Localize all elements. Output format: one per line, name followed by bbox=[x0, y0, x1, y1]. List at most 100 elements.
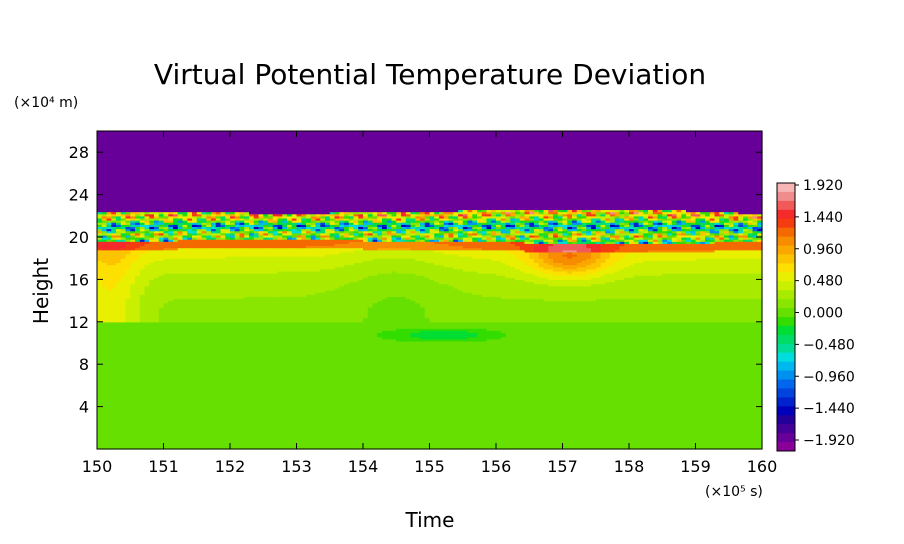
heatmap-cell bbox=[724, 425, 730, 429]
heatmap-cell bbox=[405, 410, 412, 414]
heatmap-cell bbox=[415, 419, 421, 423]
heatmap-cell bbox=[681, 402, 687, 406]
heatmap-cell bbox=[553, 408, 559, 412]
heatmap-cell bbox=[652, 400, 659, 403]
heatmap-cell bbox=[562, 412, 568, 416]
heatmap-cell bbox=[662, 417, 668, 420]
heatmap-cell bbox=[101, 432, 108, 435]
heatmap-cell bbox=[614, 429, 621, 433]
heatmap-cell bbox=[695, 402, 701, 406]
heatmap-cell bbox=[695, 410, 701, 414]
heatmap-cell bbox=[643, 415, 649, 418]
heatmap-cell bbox=[667, 425, 673, 429]
heatmap-cell bbox=[296, 406, 302, 410]
heatmap-cell bbox=[709, 406, 716, 410]
heatmap-cell bbox=[709, 429, 716, 433]
heatmap-cell bbox=[367, 429, 374, 433]
heatmap-cell bbox=[196, 419, 203, 423]
heatmap-cell bbox=[610, 425, 616, 429]
heatmap-cell bbox=[396, 440, 402, 444]
heatmap-cell bbox=[462, 444, 469, 448]
heatmap-cell bbox=[733, 429, 739, 433]
heatmap-cell bbox=[287, 446, 293, 450]
heatmap-cell bbox=[139, 429, 146, 433]
heatmap-cell bbox=[358, 436, 364, 439]
heatmap-cell bbox=[173, 398, 179, 401]
heatmap-cell bbox=[752, 412, 758, 416]
heatmap-cell bbox=[125, 400, 131, 403]
heatmap-cell bbox=[249, 412, 255, 416]
heatmap-cell bbox=[382, 425, 388, 429]
heatmap-cell bbox=[486, 398, 492, 401]
heatmap-cell bbox=[467, 436, 473, 439]
heatmap-cell bbox=[363, 421, 369, 425]
heatmap-cell bbox=[405, 444, 412, 448]
heatmap-cell bbox=[648, 423, 654, 427]
heatmap-cell bbox=[363, 446, 369, 450]
heatmap-cell bbox=[662, 442, 668, 446]
heatmap-cell bbox=[515, 398, 521, 401]
heatmap-cell bbox=[277, 438, 283, 442]
heatmap-cell bbox=[116, 432, 122, 435]
heatmap-cell bbox=[500, 423, 507, 427]
heatmap-cell bbox=[567, 446, 573, 450]
heatmap-cell bbox=[211, 402, 217, 406]
heatmap-cell bbox=[434, 446, 440, 450]
heatmap-cell bbox=[486, 419, 492, 423]
heatmap-cell bbox=[747, 434, 754, 437]
heatmap-cell bbox=[101, 438, 108, 442]
heatmap-cell bbox=[187, 396, 193, 399]
heatmap-cell bbox=[572, 412, 578, 416]
heatmap-cell bbox=[258, 408, 264, 412]
heatmap-cell bbox=[258, 423, 264, 427]
heatmap-cell bbox=[192, 440, 198, 444]
heatmap-cell bbox=[306, 396, 312, 399]
heatmap-cell bbox=[182, 440, 188, 444]
heatmap-cell bbox=[249, 421, 255, 425]
heatmap-cell bbox=[610, 400, 616, 403]
heatmap-cell bbox=[676, 442, 682, 446]
heatmap-cell bbox=[329, 442, 336, 446]
heatmap-cell bbox=[382, 417, 388, 420]
heatmap-cell bbox=[420, 412, 426, 416]
heatmap-cell bbox=[562, 429, 568, 433]
heatmap-cell bbox=[448, 442, 454, 446]
heatmap-cell bbox=[116, 421, 122, 425]
heatmap-cell bbox=[111, 410, 117, 414]
heatmap-cell bbox=[429, 417, 435, 420]
heatmap-cell bbox=[239, 408, 245, 412]
heatmap-cell bbox=[486, 408, 492, 412]
heatmap-cell bbox=[667, 398, 673, 401]
heatmap-cell bbox=[657, 434, 663, 437]
heatmap-cell bbox=[234, 410, 241, 414]
heatmap-cell bbox=[676, 444, 682, 448]
heatmap-cell bbox=[453, 406, 459, 410]
heatmap-cell bbox=[277, 396, 283, 399]
heatmap-cell bbox=[638, 406, 644, 410]
heatmap-cell bbox=[120, 408, 127, 412]
heatmap-cell bbox=[163, 400, 169, 403]
heatmap-cell bbox=[690, 421, 697, 425]
heatmap-cell bbox=[258, 429, 264, 433]
heatmap-cell bbox=[667, 434, 673, 437]
heatmap-cell bbox=[728, 402, 735, 406]
heatmap-cell bbox=[196, 396, 203, 399]
heatmap-cell bbox=[187, 421, 193, 425]
heatmap-cell bbox=[700, 398, 706, 401]
heatmap-cell bbox=[557, 408, 564, 412]
heatmap-cell bbox=[714, 423, 720, 427]
heatmap-cell bbox=[543, 419, 549, 423]
heatmap-cell bbox=[572, 432, 578, 435]
heatmap-cell bbox=[144, 404, 150, 408]
heatmap-cell bbox=[334, 446, 340, 450]
heatmap-cell bbox=[595, 419, 602, 423]
heatmap-cell bbox=[139, 442, 146, 446]
heatmap-cell bbox=[249, 408, 255, 412]
heatmap-cell bbox=[348, 434, 355, 437]
heatmap-cell bbox=[301, 442, 307, 446]
heatmap-cell bbox=[605, 429, 611, 433]
heatmap-cell bbox=[543, 442, 549, 446]
heatmap-cell bbox=[576, 400, 583, 403]
heatmap-cell bbox=[263, 412, 269, 416]
heatmap-cell bbox=[239, 442, 245, 446]
